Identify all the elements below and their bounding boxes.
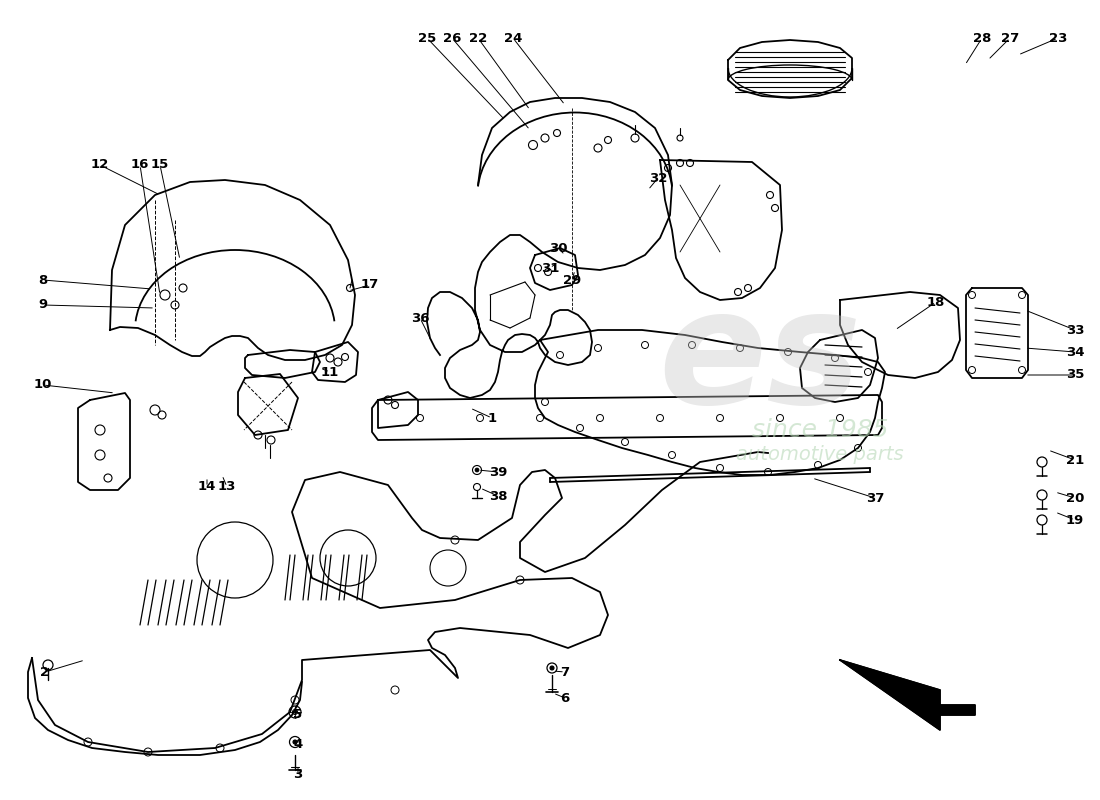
Text: 37: 37 <box>866 491 884 505</box>
Text: 33: 33 <box>1066 323 1085 337</box>
Text: since 1985: since 1985 <box>751 418 889 442</box>
Text: 1: 1 <box>487 411 496 425</box>
Text: 12: 12 <box>91 158 109 171</box>
Text: 8: 8 <box>39 274 47 286</box>
Text: 10: 10 <box>34 378 52 391</box>
Text: 14: 14 <box>198 481 217 494</box>
Text: 22: 22 <box>469 31 487 45</box>
Text: 20: 20 <box>1066 491 1085 505</box>
Text: es: es <box>658 282 861 438</box>
Text: 7: 7 <box>560 666 570 678</box>
Text: 16: 16 <box>131 158 150 171</box>
Text: 4: 4 <box>294 738 302 751</box>
Text: 28: 28 <box>972 31 991 45</box>
Text: 18: 18 <box>927 295 945 309</box>
Text: 38: 38 <box>488 490 507 502</box>
Text: 17: 17 <box>361 278 379 291</box>
Text: 35: 35 <box>1066 369 1085 382</box>
Text: 6: 6 <box>560 691 570 705</box>
Text: 30: 30 <box>549 242 568 254</box>
Text: 24: 24 <box>504 31 522 45</box>
Text: 19: 19 <box>1066 514 1085 526</box>
Text: 5: 5 <box>294 709 302 722</box>
Text: 23: 23 <box>1048 31 1067 45</box>
Text: 31: 31 <box>541 262 559 274</box>
Text: 9: 9 <box>39 298 47 311</box>
Text: 27: 27 <box>1001 31 1019 45</box>
Text: 32: 32 <box>649 171 668 185</box>
Text: 21: 21 <box>1066 454 1085 466</box>
Text: 2: 2 <box>41 666 50 678</box>
Circle shape <box>475 468 478 472</box>
Text: 25: 25 <box>418 31 436 45</box>
Text: 13: 13 <box>218 481 236 494</box>
Text: 34: 34 <box>1066 346 1085 358</box>
Text: 39: 39 <box>488 466 507 478</box>
Circle shape <box>293 740 297 744</box>
Text: 29: 29 <box>563 274 581 286</box>
Text: 15: 15 <box>151 158 169 171</box>
Text: automotive parts: automotive parts <box>736 446 904 465</box>
Circle shape <box>550 666 554 670</box>
Text: 26: 26 <box>443 31 461 45</box>
Polygon shape <box>840 660 975 730</box>
Text: 3: 3 <box>294 769 302 782</box>
Text: 36: 36 <box>410 311 429 325</box>
Text: 11: 11 <box>321 366 339 378</box>
